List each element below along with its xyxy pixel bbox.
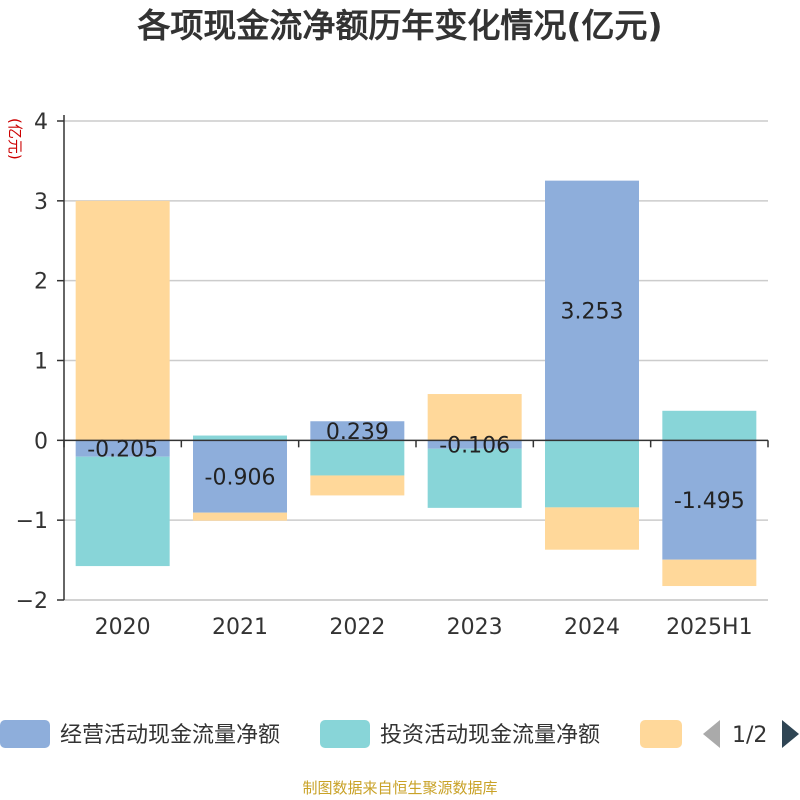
x-tick-label: 2021 — [212, 615, 268, 640]
axes: −2 −1 0 1 2 3 4 2020 2021 2022 2023 2024 2025H1 — [16, 110, 769, 640]
bar-2-2022[interactable] — [310, 440, 405, 476]
y-tick-label: 3 — [34, 190, 48, 215]
bar-1-2022[interactable] — [310, 421, 405, 441]
bar-3-2025H1[interactable] — [662, 559, 757, 587]
data-label-2020: -0.205 — [87, 438, 158, 463]
legend-swatch-investing[interactable] — [320, 720, 370, 748]
data-label-2021: -0.906 — [205, 465, 276, 490]
bar-2-2021[interactable] — [193, 435, 287, 441]
bar-1-2024[interactable] — [545, 180, 639, 441]
bar-2-2020[interactable] — [75, 456, 170, 567]
bar-3-2024[interactable] — [545, 507, 639, 550]
legend-label-operating[interactable]: 经营活动现金流量净额 — [60, 723, 280, 748]
bar-2-2025H1[interactable] — [662, 410, 757, 441]
bar-3-2021[interactable] — [193, 512, 287, 521]
legend-prev-arrow-icon[interactable] — [703, 720, 720, 748]
y-tick-label: −1 — [16, 509, 48, 534]
x-tick-label: 2022 — [329, 615, 385, 640]
source-note: 制图数据来自恒生聚源数据库 — [302, 779, 498, 797]
y-tick-label: 1 — [34, 350, 48, 375]
data-label-2022: 0.239 — [326, 420, 389, 445]
bar-1-2020[interactable] — [75, 440, 170, 457]
legend-label-investing[interactable]: 投资活动现金流量净额 — [380, 723, 600, 748]
y-axis-label: (亿元) — [6, 118, 24, 160]
data-label-2025H1: -1.495 — [674, 489, 745, 514]
y-tick-label: −2 — [16, 589, 48, 614]
legend: 经营活动现金流量净额 投资活动现金流量净额 1/2 — [0, 720, 799, 748]
chart-title: 各项现金流净额历年变化情况(亿元) — [137, 6, 663, 45]
legend-next-arrow-icon[interactable] — [782, 720, 799, 748]
legend-swatch-third[interactable] — [640, 720, 682, 748]
grid-lines — [64, 120, 768, 601]
bar-1-2021[interactable] — [193, 440, 287, 513]
bar-1-2023[interactable] — [427, 440, 522, 449]
bar-2-2024[interactable] — [545, 440, 639, 508]
x-tick-label: 2023 — [447, 615, 503, 640]
data-labels: -0.205 -0.906 0.239 -0.106 3.253 -1.495 — [87, 299, 745, 514]
x-tick-label: 2025H1 — [666, 615, 753, 640]
bar-3-2023[interactable] — [427, 394, 522, 441]
bar-1-2025H1[interactable] — [662, 440, 757, 560]
legend-page-indicator: 1/2 — [732, 723, 767, 748]
bar-2-2023[interactable] — [427, 448, 522, 508]
y-tick-label: 4 — [34, 110, 48, 135]
y-tick-label: 2 — [34, 270, 48, 295]
data-label-2023: -0.106 — [439, 434, 510, 459]
x-tick-label: 2024 — [564, 615, 620, 640]
bars — [75, 180, 757, 587]
y-tick-label: 0 — [34, 429, 48, 454]
legend-swatch-operating[interactable] — [0, 720, 50, 748]
x-tick-label: 2020 — [95, 615, 151, 640]
bar-3-2020[interactable] — [75, 200, 170, 441]
bar-3-2022[interactable] — [310, 475, 405, 496]
data-label-2024: 3.253 — [561, 299, 624, 324]
